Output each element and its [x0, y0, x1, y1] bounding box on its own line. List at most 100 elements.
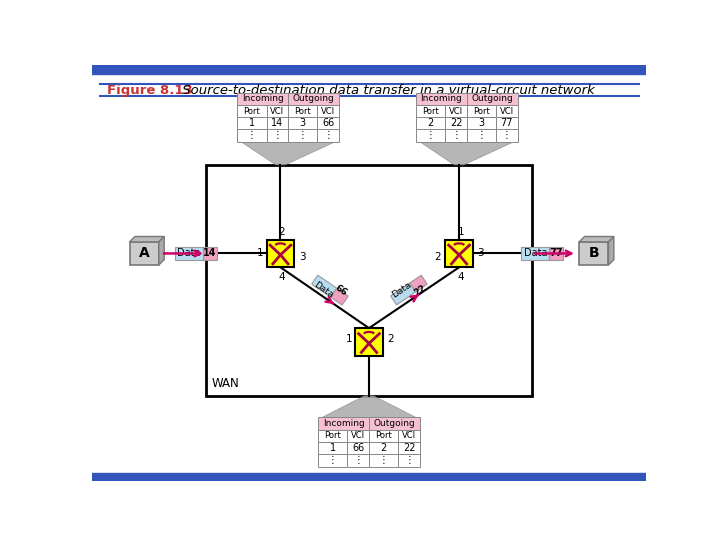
- Bar: [398, 442, 420, 455]
- Text: 3: 3: [299, 252, 305, 261]
- Text: 22: 22: [413, 283, 428, 298]
- Bar: [348, 442, 369, 455]
- Bar: [318, 117, 339, 130]
- Bar: [238, 130, 266, 142]
- Bar: [579, 242, 608, 265]
- Text: 14: 14: [271, 118, 284, 129]
- Bar: [369, 455, 398, 467]
- Bar: [521, 247, 549, 260]
- Bar: [467, 105, 496, 117]
- Bar: [348, 455, 369, 467]
- Bar: [318, 105, 339, 117]
- Bar: [398, 430, 420, 442]
- Text: 77: 77: [549, 248, 563, 259]
- Text: Figure 8.13: Figure 8.13: [107, 84, 193, 97]
- Text: VCI: VCI: [402, 431, 416, 441]
- Bar: [410, 275, 427, 292]
- Bar: [206, 165, 532, 396]
- Text: ⋮: ⋮: [477, 130, 486, 140]
- Bar: [175, 247, 203, 260]
- Bar: [203, 247, 217, 260]
- Bar: [467, 117, 496, 130]
- Text: Port: Port: [422, 106, 439, 116]
- Text: Outgoing: Outgoing: [374, 419, 415, 428]
- Text: 3: 3: [478, 118, 485, 129]
- Text: 2: 2: [380, 443, 387, 453]
- Text: 2: 2: [434, 252, 441, 261]
- Text: Incoming: Incoming: [242, 94, 284, 103]
- Text: Port: Port: [294, 106, 311, 116]
- Text: WAN: WAN: [212, 377, 240, 390]
- Text: Incoming: Incoming: [420, 94, 462, 103]
- Bar: [369, 417, 420, 430]
- Text: Port: Port: [243, 106, 261, 116]
- Bar: [496, 130, 518, 142]
- Text: 3: 3: [300, 118, 306, 129]
- Text: 66: 66: [352, 443, 364, 453]
- Polygon shape: [420, 142, 514, 165]
- Bar: [238, 117, 266, 130]
- Bar: [238, 105, 266, 117]
- Text: ⋮: ⋮: [379, 455, 389, 465]
- Bar: [288, 92, 339, 105]
- Polygon shape: [130, 237, 164, 242]
- Bar: [266, 130, 288, 142]
- Bar: [92, 473, 647, 481]
- Text: 4: 4: [457, 272, 464, 282]
- Text: 2: 2: [428, 118, 433, 129]
- Text: VCI: VCI: [449, 106, 463, 116]
- Text: VCI: VCI: [270, 106, 284, 116]
- Text: 1: 1: [346, 334, 352, 344]
- Text: Data: Data: [390, 280, 413, 300]
- Text: ⋮: ⋮: [298, 130, 307, 140]
- Bar: [416, 92, 467, 105]
- Bar: [467, 130, 496, 142]
- Polygon shape: [241, 142, 335, 165]
- Text: 14: 14: [203, 248, 217, 259]
- Text: 77: 77: [500, 118, 513, 129]
- Bar: [496, 117, 518, 130]
- Bar: [266, 105, 288, 117]
- Bar: [416, 105, 445, 117]
- Text: ⋮: ⋮: [247, 130, 257, 140]
- Text: A: A: [139, 246, 150, 260]
- Bar: [369, 430, 398, 442]
- Bar: [549, 247, 563, 260]
- Text: ⋮: ⋮: [323, 130, 333, 140]
- Text: Source-to-destination data transfer in a virtual-circuit network: Source-to-destination data transfer in a…: [178, 84, 595, 97]
- Text: ⋮: ⋮: [426, 130, 436, 140]
- Bar: [318, 455, 348, 467]
- Text: Port: Port: [375, 431, 392, 441]
- Bar: [390, 283, 415, 305]
- Text: VCI: VCI: [500, 106, 514, 116]
- Bar: [398, 455, 420, 467]
- Bar: [445, 117, 467, 130]
- Bar: [445, 130, 467, 142]
- Text: ⋮: ⋮: [404, 455, 414, 465]
- Text: B: B: [588, 246, 599, 260]
- Text: 4: 4: [279, 272, 285, 282]
- Text: Data: Data: [523, 248, 547, 259]
- Text: 1: 1: [257, 248, 264, 259]
- Bar: [92, 65, 647, 74]
- Polygon shape: [579, 237, 614, 242]
- Text: 1: 1: [330, 443, 336, 453]
- Text: 1: 1: [249, 118, 255, 129]
- Text: VCI: VCI: [351, 431, 365, 441]
- Text: 3: 3: [477, 248, 484, 259]
- Bar: [312, 275, 337, 297]
- Text: Port: Port: [473, 106, 490, 116]
- Bar: [445, 105, 467, 117]
- Bar: [318, 130, 339, 142]
- Text: ⋮: ⋮: [354, 455, 363, 465]
- Text: 22: 22: [450, 118, 462, 129]
- Text: Outgoing: Outgoing: [293, 94, 334, 103]
- Bar: [330, 288, 348, 305]
- Bar: [416, 130, 445, 142]
- Text: 2: 2: [279, 226, 285, 237]
- Bar: [288, 130, 318, 142]
- Text: ⋮: ⋮: [451, 130, 461, 140]
- Text: ⋮: ⋮: [502, 130, 512, 140]
- Bar: [266, 117, 288, 130]
- Bar: [348, 430, 369, 442]
